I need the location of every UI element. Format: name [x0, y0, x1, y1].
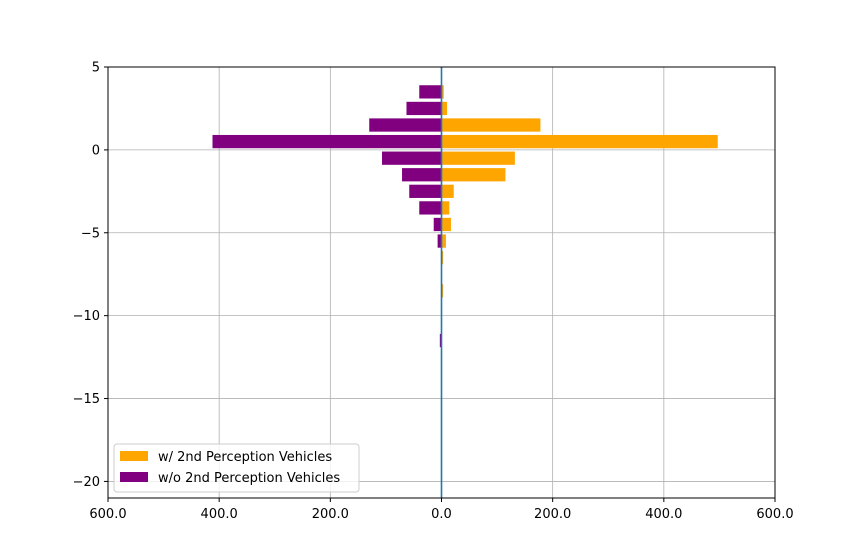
- x-axis-ticks: 600.0 400.0 200.0 0.0 200.0 400.0 600.0: [89, 498, 794, 522]
- bar-with-2nd: [441, 85, 444, 99]
- legend-label-with-2nd: w/ 2nd Perception Vehicles: [158, 450, 332, 465]
- bar-with-2nd: [441, 234, 446, 248]
- bar-without-2nd: [382, 151, 442, 165]
- y-tick-label: −15: [73, 392, 100, 407]
- x-tick-label: 400.0: [201, 507, 238, 522]
- bar-without-2nd: [402, 168, 442, 182]
- bar-with-2nd: [441, 251, 444, 265]
- legend-swatch-without-2nd: [120, 472, 148, 482]
- bar-with-2nd: [441, 118, 541, 132]
- bar-with-2nd: [441, 284, 444, 298]
- bar-with-2nd: [441, 151, 515, 165]
- x-tick-label: 600.0: [89, 507, 126, 522]
- bar-without-2nd: [439, 333, 442, 348]
- bar-with-2nd: [441, 134, 718, 149]
- x-tick-label: 600.0: [756, 507, 793, 522]
- bar-with-2nd: [441, 101, 448, 116]
- bar-with-2nd: [441, 201, 450, 215]
- bar-without-2nd: [433, 217, 442, 232]
- y-tick-label: −20: [73, 475, 100, 490]
- bar-with-2nd: [441, 184, 454, 198]
- legend-swatch-with-2nd: [120, 451, 148, 461]
- x-tick-label: 200.0: [534, 507, 571, 522]
- bar-without-2nd: [212, 134, 442, 149]
- legend: w/ 2nd Perception Vehicles w/o 2nd Perce…: [113, 443, 360, 493]
- bar-without-2nd: [409, 184, 442, 198]
- bar-without-2nd: [406, 101, 442, 116]
- y-tick-label: 0: [92, 143, 100, 158]
- bar-without-2nd: [419, 201, 442, 215]
- y-axis-ticks: 5 0 −5 −10 −15 −20: [73, 61, 108, 490]
- legend-label-without-2nd: w/o 2nd Perception Vehicles: [158, 471, 340, 486]
- x-tick-label: 0.0: [431, 507, 452, 522]
- y-tick-label: 5: [92, 61, 100, 76]
- x-tick-label: 400.0: [645, 507, 682, 522]
- legend-box: [113, 443, 360, 493]
- y-tick-label: −10: [73, 309, 100, 324]
- x-tick-label: 200.0: [312, 507, 349, 522]
- bar-without-2nd: [419, 85, 442, 99]
- bar-with-2nd: [441, 217, 451, 232]
- bar-without-2nd: [369, 118, 442, 132]
- bars: [212, 85, 718, 348]
- bar-with-2nd: [441, 168, 506, 182]
- bar-without-2nd: [437, 234, 442, 248]
- y-tick-label: −5: [81, 226, 100, 241]
